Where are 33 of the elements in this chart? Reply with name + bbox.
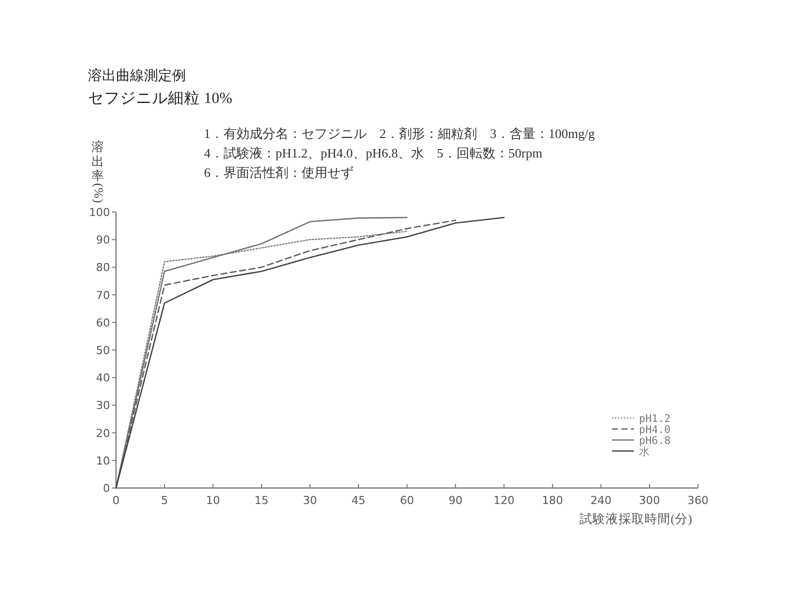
x-tick-label: 120 xyxy=(494,494,514,507)
title: 溶出曲線測定例 xyxy=(88,69,186,84)
x-tick-label: 10 xyxy=(206,494,220,507)
legend-label: pH1.2 xyxy=(639,413,671,425)
x-tick-label: 90 xyxy=(448,494,462,507)
y-tick-label: 0 xyxy=(103,482,110,495)
legend-label: pH4.0 xyxy=(639,424,671,436)
legend-label: 水 xyxy=(639,445,650,458)
y-tick-label: 40 xyxy=(96,372,110,385)
subtitle: セフジニル細粒 10% xyxy=(88,90,232,107)
annotations: 1．有効成分名：セフジニル 2．剤形：細粒剤 3．含量：100mg/g 4．試験液：pH1.2、pH4.0、pH6.8、水 5．回転数：50rpm 6．界面活性剤：使用せず xyxy=(204,126,595,180)
y-tick-label: 90 xyxy=(96,234,110,247)
x-tick-label: 5 xyxy=(161,494,168,507)
x-tick-label: 360 xyxy=(688,494,708,507)
x-tick-label: 45 xyxy=(352,494,366,507)
x-tick-label: 0 xyxy=(112,494,120,507)
x-tick-label: 240 xyxy=(590,494,612,507)
x-tick-label: 300 xyxy=(639,494,660,507)
y-tick-label: 50 xyxy=(96,344,110,357)
y-tick-label: 80 xyxy=(96,261,110,274)
ylabel: 溶出率(%) xyxy=(92,140,106,203)
x-tick-label: 60 xyxy=(400,494,414,507)
y-tick-label: 60 xyxy=(96,316,110,330)
y-tick-label: 30 xyxy=(96,399,110,412)
y-tick-label: 10 xyxy=(96,454,110,468)
legend-label: pH6.8 xyxy=(639,435,671,447)
y-tick-label: 70 xyxy=(96,288,110,302)
x-tick-label: 15 xyxy=(254,494,268,507)
x-tick-label: 180 xyxy=(542,494,563,507)
y-tick-label: 20 xyxy=(96,426,110,440)
xlabel: 試験液採取時間(分) xyxy=(580,512,692,526)
x-tick-label: 30 xyxy=(303,494,317,507)
y-tick-label: 100 xyxy=(89,206,110,219)
